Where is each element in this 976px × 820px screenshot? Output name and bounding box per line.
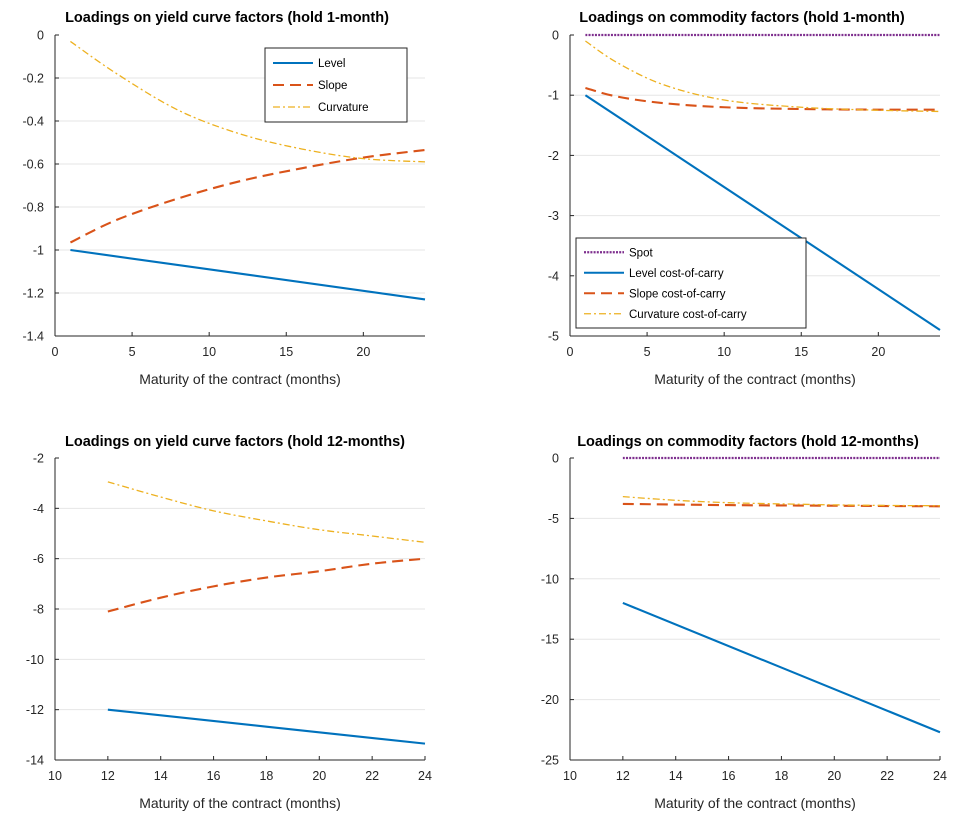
x-tick-label: 24 — [933, 769, 947, 783]
x-tick-label: 22 — [365, 769, 379, 783]
legend-label: Curvature cost-of-carry — [629, 309, 747, 321]
chart-panel-2: Loadings on commodity factors (hold 1-mo… — [548, 10, 941, 387]
legend-label: Slope — [318, 80, 347, 92]
x-tick-label: 12 — [101, 769, 115, 783]
x-tick-label: 18 — [774, 769, 788, 783]
x-tick-label: 12 — [616, 769, 630, 783]
x-tick-label: 18 — [259, 769, 273, 783]
x-tick-label: 20 — [827, 769, 841, 783]
y-tick-label: -1 — [548, 89, 559, 103]
chart-title: Loadings on commodity factors (hold 1-mo… — [579, 10, 905, 26]
legend: Spot Level cost-of-carry Slope cost-of-car… — [575, 237, 807, 329]
x-tick-label: 16 — [722, 769, 736, 783]
series-line-level — [70, 248, 426, 301]
y-tick-label: -0.2 — [22, 72, 44, 86]
y-tick-label: -0.8 — [22, 201, 44, 215]
y-tick-label: -2 — [33, 452, 44, 466]
y-tick-label: -4 — [33, 502, 44, 516]
x-tick-label: 20 — [312, 769, 326, 783]
legend-label: Level cost-of-carry — [629, 268, 724, 280]
series-line-s3 — [107, 481, 426, 543]
x-tick-label: 10 — [563, 769, 577, 783]
y-tick-label: -10 — [541, 572, 559, 586]
chart-title: Loadings on yield curve factors (hold 1-… — [65, 10, 389, 26]
legend-label: Slope cost-of-carry — [629, 288, 726, 300]
y-tick-label: -0.6 — [22, 158, 44, 172]
x-tick-label: 20 — [356, 345, 370, 359]
x-tick-label: 10 — [717, 345, 731, 359]
x-tick-label: 0 — [52, 345, 59, 359]
series-line-s2 — [107, 557, 426, 613]
series-line-level-cost-of-carry — [584, 94, 941, 331]
x-axis-label: Maturity of the contract (months) — [654, 795, 856, 811]
x-axis-label: Maturity of the contract (months) — [139, 795, 341, 811]
legend-label: Curvature — [318, 102, 369, 114]
y-tick-label: -1 — [33, 244, 44, 258]
series-line-slope — [69, 148, 426, 244]
legend-label: Level — [318, 58, 346, 70]
x-tick-label: 20 — [871, 345, 885, 359]
x-tick-label: 10 — [202, 345, 216, 359]
y-tick-label: -5 — [548, 512, 559, 526]
y-tick-label: -14 — [26, 754, 44, 768]
x-tick-label: 14 — [669, 769, 683, 783]
x-tick-label: 16 — [207, 769, 221, 783]
y-tick-label: 0 — [552, 29, 559, 43]
y-tick-label: -10 — [26, 653, 44, 667]
y-tick-label: 0 — [552, 452, 559, 466]
series-line-curvature — [70, 40, 426, 163]
y-tick-label: -3 — [548, 209, 559, 223]
y-tick-label: -12 — [26, 703, 44, 717]
chart-title: Loadings on yield curve factors (hold 12… — [65, 434, 405, 450]
chart-panel-4: Loadings on commodity factors (hold 12-m… — [541, 434, 947, 811]
x-tick-label: 0 — [567, 345, 574, 359]
y-tick-label: -25 — [541, 754, 559, 768]
series-line-s1 — [107, 708, 426, 745]
legend-label: Spot — [629, 247, 653, 259]
legend: Level Slope Curvature — [264, 47, 408, 123]
y-tick-label: -5 — [548, 330, 559, 344]
chart-title: Loadings on commodity factors (hold 12-m… — [577, 434, 919, 450]
chart-panel-1: Loadings on yield curve factors (hold 1-… — [22, 10, 426, 387]
series-line-s2 — [622, 601, 941, 734]
x-tick-label: 10 — [48, 769, 62, 783]
x-tick-label: 15 — [279, 345, 293, 359]
y-tick-label: -1.2 — [22, 287, 44, 301]
y-tick-label: -2 — [548, 149, 559, 163]
y-tick-label: -1.4 — [22, 330, 44, 344]
y-tick-label: -0.4 — [22, 115, 44, 129]
series-line-slope-cost-of-carry — [585, 86, 941, 111]
series-line-s4 — [622, 496, 941, 507]
x-tick-label: 5 — [129, 345, 136, 359]
series-line-curvature-cost-of-carry — [585, 40, 941, 113]
y-tick-label: -15 — [541, 633, 559, 647]
x-tick-label: 5 — [644, 345, 651, 359]
x-axis-label: Maturity of the contract (months) — [139, 371, 341, 387]
series-line-s3 — [622, 502, 941, 508]
chart-panel-3: Loadings on yield curve factors (hold 12… — [26, 434, 432, 811]
x-tick-label: 24 — [418, 769, 432, 783]
y-tick-label: -6 — [33, 552, 44, 566]
y-tick-label: -8 — [33, 603, 44, 617]
y-tick-label: -4 — [548, 269, 559, 283]
x-tick-label: 15 — [794, 345, 808, 359]
x-axis-label: Maturity of the contract (months) — [654, 371, 856, 387]
y-tick-label: -20 — [541, 693, 559, 707]
legend-box — [264, 47, 408, 123]
x-tick-label: 14 — [154, 769, 168, 783]
x-tick-label: 22 — [880, 769, 894, 783]
y-tick-label: 0 — [37, 29, 44, 43]
